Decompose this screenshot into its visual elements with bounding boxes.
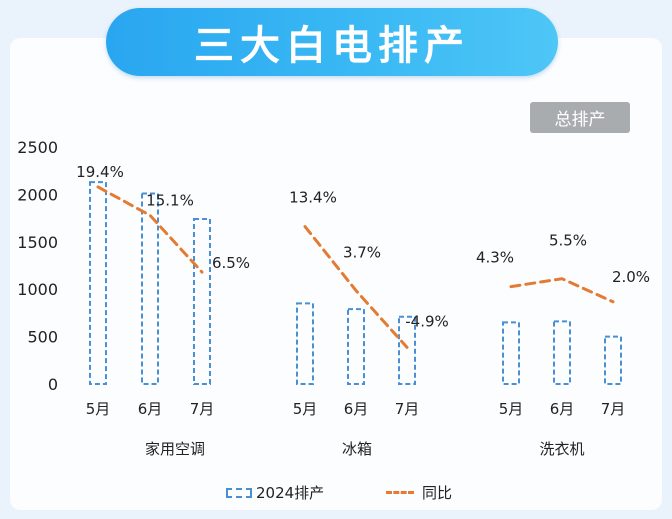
x-tick-label: 5月: [499, 400, 524, 418]
x-tick-label: 6月: [344, 400, 369, 418]
x-tick-label: 6月: [138, 400, 163, 418]
bar: [553, 320, 571, 386]
yoy-data-label: 2.0%: [612, 268, 650, 286]
yoy-line: [509, 277, 615, 304]
group-label: 家用空调: [145, 440, 205, 458]
page-title: 三大白电排产: [106, 8, 558, 76]
yoy-data-label: 13.4%: [289, 189, 337, 207]
yoy-data-label: 6.5%: [212, 254, 250, 272]
y-tick-label: 2000: [17, 185, 58, 204]
x-tick-label: 7月: [601, 400, 626, 418]
yoy-data-label: 15.1%: [146, 191, 194, 209]
legend-line-label: 同比: [422, 484, 453, 502]
bar: [502, 321, 520, 386]
yoy-line: [96, 185, 204, 274]
y-tick-label: 1500: [17, 233, 58, 252]
bar: [604, 335, 622, 386]
yoy-data-label: 4.3%: [476, 249, 514, 267]
legend-item-line: 同比: [386, 482, 452, 503]
yoy-data-label: 5.5%: [549, 232, 587, 250]
bar: [296, 302, 314, 386]
x-tick-label: 5月: [293, 400, 318, 418]
group-label: 洗衣机: [539, 440, 584, 458]
y-tick-label: 500: [27, 328, 58, 347]
legend-line-swatch: [386, 491, 414, 494]
bar: [141, 192, 159, 385]
bar: [89, 181, 107, 385]
legend-bar-swatch: [226, 487, 252, 498]
y-tick-label: 0: [48, 375, 58, 394]
bar: [193, 218, 211, 385]
yoy-data-label: 3.7%: [343, 244, 381, 262]
bar: [398, 315, 416, 385]
legend-item-bars: 2024排产: [226, 482, 324, 503]
x-tick-label: 7月: [190, 400, 215, 418]
y-tick-label: 2500: [17, 138, 58, 157]
x-tick-label: 7月: [395, 400, 420, 418]
x-tick-label: 5月: [86, 400, 111, 418]
bar: [347, 308, 365, 385]
total-production-badge: 总排产: [530, 102, 630, 133]
yoy-line: [303, 225, 409, 349]
x-tick-label: 6月: [550, 400, 575, 418]
y-tick-label: 1000: [17, 280, 58, 299]
yoy-data-label: -4.9%: [405, 312, 449, 330]
legend-bar-label: 2024排产: [256, 484, 325, 502]
yoy-data-label: 19.4%: [76, 163, 124, 181]
group-label: 冰箱: [342, 440, 372, 458]
